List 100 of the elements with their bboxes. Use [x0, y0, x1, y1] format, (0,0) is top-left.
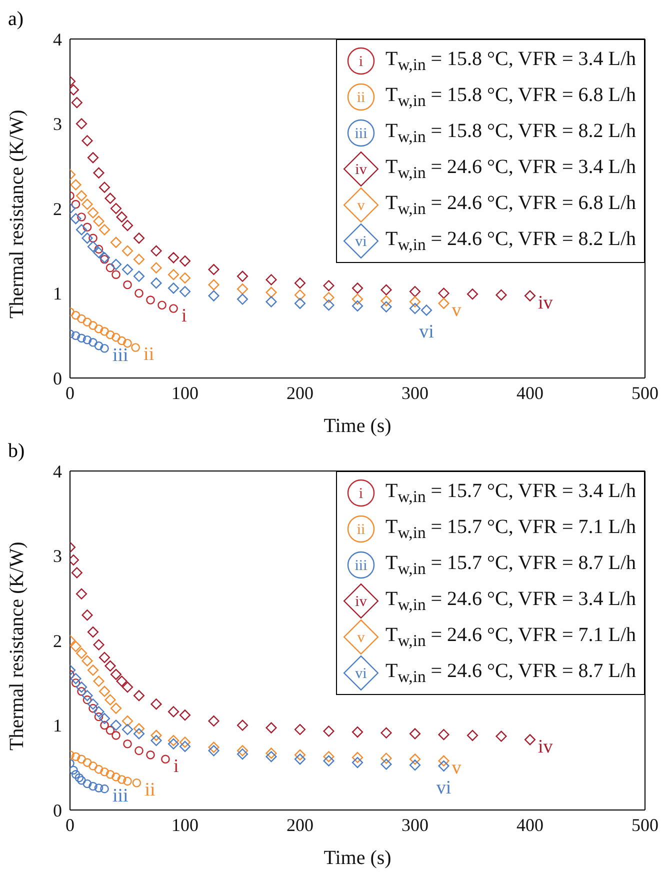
annotation: i	[173, 756, 179, 777]
point	[380, 752, 392, 764]
legend-label: T$_{w,in}$ = 15.8 °C, VFR = 6.8 L/h	[385, 84, 636, 110]
point	[466, 730, 478, 741]
x-tick-label: 200	[286, 382, 314, 403]
point	[438, 298, 450, 309]
point	[352, 757, 364, 768]
y-tick-label: 4	[53, 29, 62, 50]
point	[87, 626, 99, 638]
point	[94, 784, 104, 792]
point	[236, 748, 248, 760]
legend-label: T$_{w,in}$ = 24.6 °C, VFR = 3.4 L/h	[385, 588, 636, 614]
point	[208, 745, 220, 756]
y-tick-label: 0	[53, 368, 62, 388]
point	[524, 290, 536, 302]
legend-label: T$_{w,in}$ = 24.6 °C, VFR = 8.7 L/h	[385, 660, 636, 686]
point	[112, 270, 120, 280]
point	[87, 152, 99, 164]
point	[93, 676, 104, 687]
point	[236, 720, 248, 731]
x-tick-label: 300	[402, 814, 428, 835]
annotation: ii	[144, 780, 156, 801]
point	[98, 252, 110, 264]
point	[150, 245, 162, 256]
point	[294, 298, 306, 309]
point	[208, 715, 220, 727]
point	[236, 270, 248, 282]
point	[122, 724, 134, 736]
point	[70, 179, 82, 190]
y-tick-label: 1	[53, 284, 62, 304]
point	[112, 332, 120, 342]
point	[77, 686, 86, 696]
point	[110, 720, 122, 731]
legend-label: T$_{w,in}$ = 15.7 °C, VFR = 7.1 L/h	[385, 516, 636, 542]
point	[123, 280, 132, 290]
point	[98, 182, 110, 193]
point	[496, 730, 507, 742]
point	[110, 258, 122, 270]
point	[352, 752, 364, 763]
chart-title: b)	[8, 440, 25, 463]
point	[352, 294, 364, 305]
y-tick-label: 2	[53, 198, 62, 219]
legend-label: T$_{w,in}$ = 24.6 °C, VFR = 7.1 L/h	[385, 624, 636, 650]
point	[323, 751, 334, 762]
legend-label: T$_{w,in}$ = 15.7 °C, VFR = 3.4 L/h	[385, 480, 636, 506]
point	[146, 750, 155, 760]
point	[88, 321, 98, 330]
x-tick-label: 0	[66, 814, 74, 835]
point	[87, 664, 99, 676]
point	[98, 712, 110, 724]
point	[133, 728, 145, 740]
y-tick-label: 4	[53, 461, 62, 482]
x-tick-label: 500	[632, 814, 658, 835]
point	[87, 241, 99, 252]
point	[266, 296, 277, 308]
point	[409, 754, 421, 765]
point	[71, 310, 80, 320]
point	[82, 695, 92, 704]
point	[94, 324, 104, 334]
point	[98, 224, 110, 236]
point	[112, 772, 120, 782]
annotation: v	[452, 300, 462, 322]
point	[123, 776, 132, 786]
x-tick-label: 500	[632, 382, 658, 403]
point	[208, 264, 220, 276]
point	[466, 288, 478, 300]
legend-label: T$_{w,in}$ = 15.8 °C, VFR = 3.4 L/h	[385, 48, 636, 74]
point	[76, 588, 88, 600]
point	[380, 284, 392, 296]
point	[98, 652, 110, 663]
annotation: iv	[538, 736, 554, 758]
point	[161, 754, 170, 764]
point	[106, 330, 115, 340]
point	[122, 245, 134, 256]
point	[208, 279, 220, 290]
point	[104, 660, 116, 672]
point	[133, 254, 145, 265]
legend-label: T$_{w,in}$ = 24.6 °C, VFR = 6.8 L/h	[385, 192, 636, 218]
x-tick-label: 300	[402, 382, 428, 403]
point	[420, 304, 432, 316]
point	[88, 704, 98, 713]
point	[380, 727, 392, 738]
legend-swatch: v	[343, 619, 380, 655]
point	[150, 734, 162, 746]
point	[122, 715, 134, 727]
point	[94, 244, 104, 254]
point	[438, 288, 450, 299]
y-axis-title: Thermal resistance (K/W)	[6, 110, 28, 318]
point	[133, 723, 145, 734]
point	[70, 213, 82, 224]
point	[93, 706, 104, 718]
x-tick-label: 400	[516, 382, 544, 403]
point	[100, 784, 109, 794]
point	[110, 668, 122, 680]
point	[496, 289, 507, 300]
x-axis-title: Time (s)	[324, 415, 392, 437]
point	[294, 289, 306, 300]
point	[294, 749, 306, 760]
point	[266, 286, 277, 298]
point	[323, 292, 334, 304]
